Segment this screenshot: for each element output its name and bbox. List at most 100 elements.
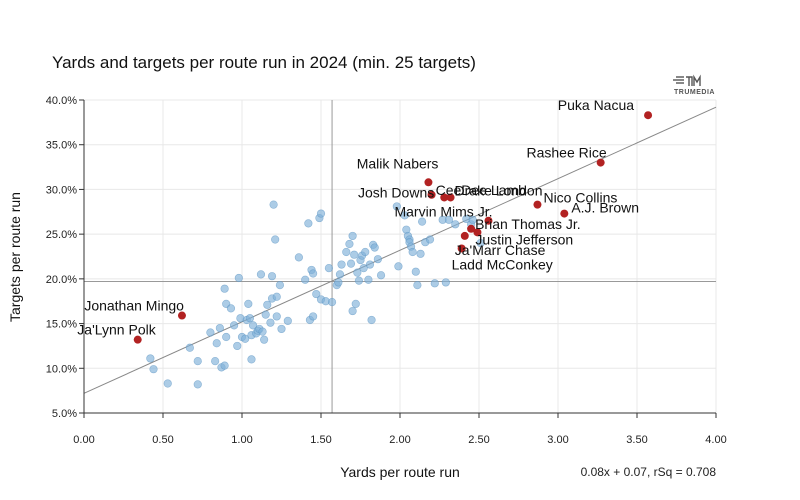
x-tick-label: 3.00	[547, 434, 568, 446]
data-point	[425, 235, 435, 244]
data-point	[146, 354, 155, 363]
data-point	[408, 247, 417, 257]
axes	[79, 99, 717, 418]
x-tick-label: 2.00	[389, 434, 410, 446]
data-point	[394, 262, 403, 271]
data-point	[304, 219, 313, 228]
point-label: Ja'Lynn Polk	[77, 322, 156, 338]
data-point	[418, 217, 427, 226]
data-point	[272, 292, 281, 301]
data-point	[468, 215, 477, 224]
y-tick-label: 35.0%	[46, 140, 77, 152]
point-label: Jonathan Mingo	[84, 298, 184, 314]
brand-logo: TRUMEDIA	[673, 74, 715, 96]
data-point	[222, 332, 231, 342]
x-tick-label: 2.50	[468, 434, 489, 446]
data-point	[350, 250, 359, 259]
x-axis-label: Yards per route run	[340, 464, 460, 480]
highlight-point	[424, 178, 433, 187]
point-label: CeeDee Lamb	[436, 182, 526, 198]
x-tick-label: 0.50	[152, 434, 173, 446]
highlight-point	[596, 158, 605, 167]
data-point	[309, 269, 318, 278]
data-point	[233, 341, 242, 351]
data-point	[206, 328, 215, 337]
data-point	[411, 267, 420, 276]
highlight-point	[446, 193, 455, 202]
x-tick-labels: 0.00 0.50 1.00 1.50 2.00 2.50 3.00 3.50 4.00	[73, 434, 726, 446]
brand-text: TRUMEDIA	[674, 89, 715, 96]
base-points	[146, 200, 485, 389]
data-point	[365, 260, 375, 269]
data-point	[348, 306, 357, 316]
grid	[83, 99, 717, 414]
highlight-point	[133, 335, 142, 344]
data-point	[392, 202, 401, 211]
data-point	[215, 323, 224, 333]
data-point	[416, 249, 425, 258]
data-point	[334, 278, 343, 287]
data-point	[324, 264, 334, 273]
data-point	[247, 355, 256, 364]
data-point	[248, 321, 258, 330]
data-point	[193, 380, 202, 389]
x-tick-label: 4.00	[705, 434, 726, 446]
y-axis-label: Targets per route run	[7, 192, 23, 322]
data-point	[220, 284, 229, 293]
data-point	[476, 238, 485, 248]
data-point	[277, 324, 286, 334]
x-tick-label: 1.50	[310, 434, 331, 446]
data-point	[353, 268, 362, 277]
data-point	[271, 235, 280, 244]
data-point	[351, 299, 360, 308]
data-point	[312, 289, 321, 299]
data-point	[267, 272, 277, 281]
data-point	[373, 255, 382, 264]
point-label: Nico Collins	[543, 190, 617, 206]
point-label: Ja'Marr Chase	[455, 242, 546, 258]
data-point	[185, 343, 194, 352]
fit-equation: 0.08x + 0.07, rSq = 0.708	[581, 465, 717, 479]
point-label: Brian Thomas Jr.	[475, 216, 581, 232]
y-tick-label: 30.0%	[46, 184, 77, 196]
data-point	[430, 279, 439, 288]
point-label: A.J. Brown	[571, 200, 639, 216]
y-tick-label: 25.0%	[46, 229, 77, 241]
y-tick-labels: 5.0% 10.0% 15.0% 20.0% 25.0% 30.0% 35.0% 40.0%	[46, 95, 77, 420]
point-label: Rashee Rice	[527, 145, 607, 161]
data-point	[256, 270, 266, 279]
highlight-point	[560, 209, 569, 218]
highlight-point	[440, 193, 449, 202]
data-point	[226, 304, 236, 313]
y-tick-label: 20.0%	[46, 274, 77, 286]
highlight-point	[484, 216, 493, 225]
data-point	[275, 281, 285, 290]
data-point	[444, 215, 454, 224]
point-label: Justin Jefferson	[475, 231, 573, 247]
data-point	[316, 209, 326, 218]
data-point	[220, 361, 229, 370]
data-point	[234, 273, 243, 283]
data-point	[230, 321, 239, 330]
data-point	[266, 318, 275, 327]
data-point	[376, 271, 386, 280]
point-label: Ladd McConkey	[452, 256, 553, 272]
data-point	[245, 314, 254, 323]
data-point	[260, 335, 269, 344]
data-point	[400, 211, 409, 220]
data-point	[451, 220, 460, 229]
data-point	[193, 357, 202, 366]
data-point	[283, 316, 292, 325]
data-point	[301, 275, 310, 284]
data-point	[244, 299, 253, 308]
point-label: Josh Downs	[358, 184, 434, 200]
point-label: Drake London	[455, 182, 543, 198]
point-label: Malik Nabers	[357, 155, 439, 171]
highlight-point	[644, 111, 653, 120]
data-point	[294, 253, 303, 262]
data-point	[263, 300, 272, 309]
highlight-point	[473, 228, 482, 237]
data-point	[335, 270, 345, 279]
data-point	[149, 365, 158, 374]
